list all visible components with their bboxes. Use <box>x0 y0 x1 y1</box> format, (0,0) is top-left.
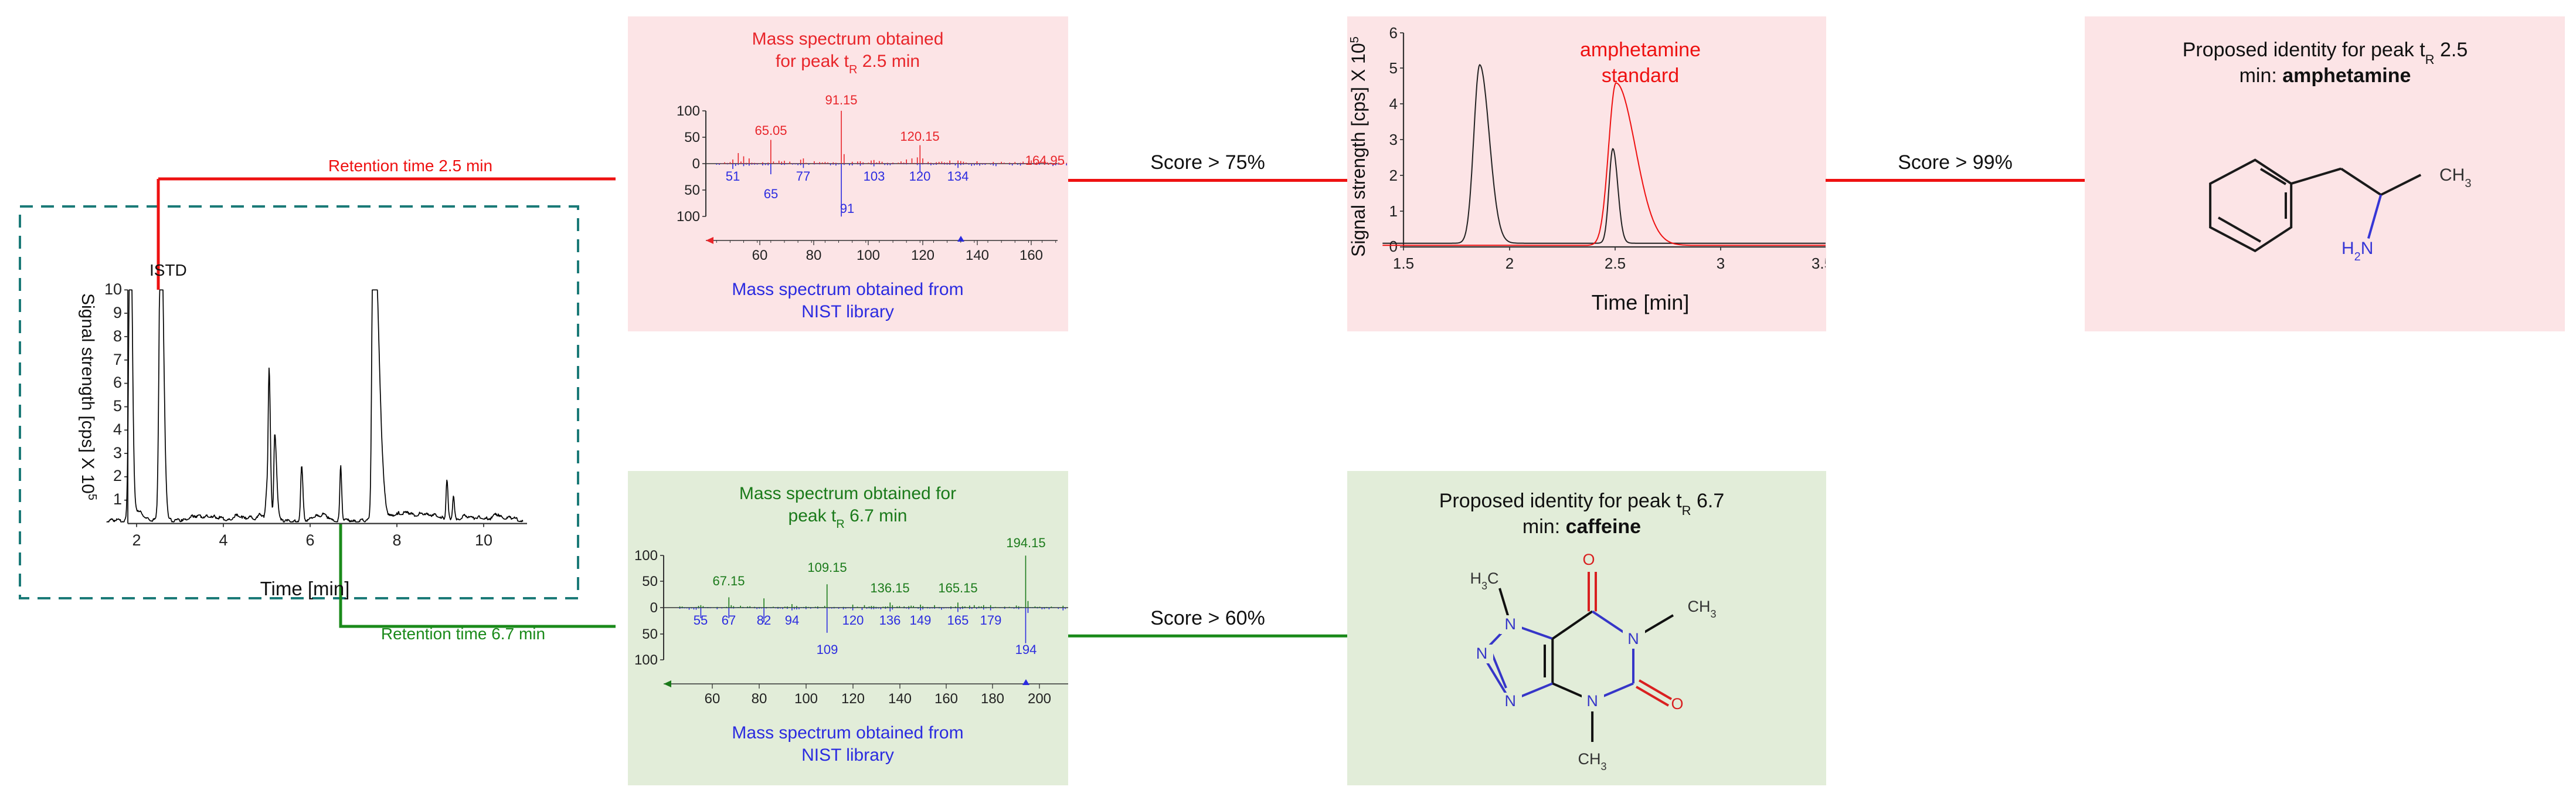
svg-text:CH3: CH3 <box>1687 598 1716 620</box>
svg-text:Proposed identity for peak tR: Proposed identity for peak tR 6.7 <box>1439 490 1725 518</box>
svg-text:N: N <box>1505 615 1517 633</box>
svg-text:N: N <box>1476 645 1488 662</box>
svg-text:Retention time 2.5 min: Retention time 2.5 min <box>328 157 492 175</box>
svg-text:Signal strength [cps] X 105: Signal strength [cps] X 105 <box>78 293 98 500</box>
svg-text:4: 4 <box>219 531 227 549</box>
svg-text:2: 2 <box>113 467 122 484</box>
svg-text:7: 7 <box>113 351 122 368</box>
svg-text:Score > 75%: Score > 75% <box>1150 151 1265 174</box>
svg-text:min: caffeine: min: caffeine <box>1523 516 1641 538</box>
svg-text:H3C: H3C <box>1470 570 1498 592</box>
svg-text:9: 9 <box>113 304 122 321</box>
svg-text:ISTD: ISTD <box>149 261 187 279</box>
svg-text:Retention time 6.7 min: Retention time 6.7 min <box>381 625 545 643</box>
svg-text:N: N <box>1505 692 1517 710</box>
svg-text:10: 10 <box>475 531 492 549</box>
svg-text:5: 5 <box>113 397 122 415</box>
svg-text:6: 6 <box>305 531 314 549</box>
svg-text:O: O <box>1582 551 1595 568</box>
svg-text:Proposed identity for peak tR: Proposed identity for peak tR 2.5 <box>2183 39 2468 67</box>
svg-text:H2N: H2N <box>2341 239 2373 263</box>
svg-text:8: 8 <box>113 327 122 345</box>
svg-text:Score > 60%: Score > 60% <box>1150 607 1265 629</box>
svg-text:N: N <box>1586 692 1598 710</box>
svg-text:8: 8 <box>392 531 401 549</box>
svg-text:CH3: CH3 <box>2439 165 2471 190</box>
svg-text:6: 6 <box>113 374 122 391</box>
svg-text:CH3: CH3 <box>1578 750 1606 772</box>
svg-text:Score > 99%: Score > 99% <box>1898 151 2013 174</box>
svg-text:3: 3 <box>113 444 122 462</box>
svg-text:N: N <box>1627 630 1639 648</box>
svg-text:1: 1 <box>113 490 122 508</box>
svg-text:4: 4 <box>113 421 122 438</box>
svg-text:O: O <box>1671 695 1683 713</box>
svg-text:Time [min]: Time [min] <box>260 578 350 599</box>
svg-text:min: amphetamine: min: amphetamine <box>2239 65 2411 87</box>
svg-text:2: 2 <box>132 531 141 549</box>
svg-text:10: 10 <box>104 280 122 298</box>
